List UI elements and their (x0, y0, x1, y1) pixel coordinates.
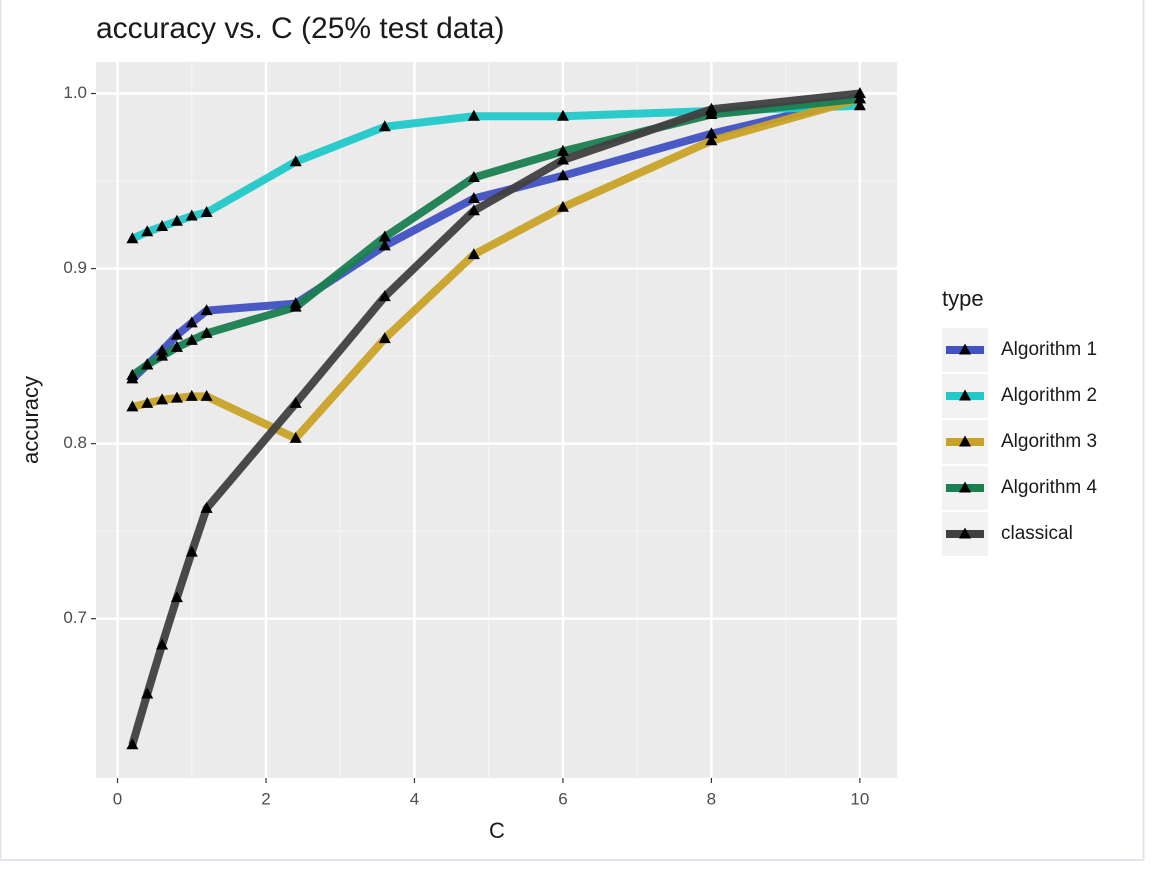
point-marker (141, 225, 154, 237)
point-marker (126, 368, 139, 380)
point-marker (170, 591, 183, 603)
point-marker (156, 349, 169, 361)
point-marker (467, 192, 480, 204)
point-marker (200, 326, 213, 338)
point-marker (141, 687, 154, 699)
point-marker (705, 134, 718, 146)
x-tick-label: 8 (707, 789, 716, 808)
point-marker (185, 545, 198, 557)
x-tick-label: 6 (558, 789, 567, 808)
point-marker (200, 304, 213, 316)
point-marker (556, 144, 569, 156)
point-marker (126, 400, 139, 412)
point-marker (170, 214, 183, 226)
point-marker (156, 393, 169, 405)
y-tick-label: 0.8 (63, 433, 87, 452)
legend-key-marker (959, 481, 971, 493)
x-axis-label: C (489, 818, 505, 843)
point-marker (467, 204, 480, 216)
y-tick-label: 0.7 (63, 608, 87, 627)
point-marker (200, 501, 213, 513)
frame (0, 0, 1145, 861)
point-marker (467, 109, 480, 121)
point-marker (156, 638, 169, 650)
point-marker (378, 290, 391, 302)
point-marker (467, 171, 480, 183)
legend-title: type (942, 286, 984, 311)
point-marker (170, 340, 183, 352)
point-marker (853, 99, 866, 111)
x-tick-label: 0 (113, 789, 122, 808)
point-marker (185, 389, 198, 401)
point-marker (556, 200, 569, 212)
legend-key-marker (959, 527, 971, 539)
point-marker (141, 358, 154, 370)
point-marker (853, 87, 866, 99)
point-marker (185, 316, 198, 328)
point-marker (185, 333, 198, 345)
point-marker (156, 220, 169, 232)
point-marker (200, 206, 213, 218)
point-marker (289, 300, 302, 312)
point-marker (378, 332, 391, 344)
series-line (128, 89, 861, 746)
legend-key-marker (959, 343, 971, 355)
point-marker (705, 102, 718, 114)
legend-label: Algorithm 4 (1001, 477, 1098, 498)
point-marker (378, 239, 391, 251)
point-marker (378, 230, 391, 242)
chart-title: accuracy vs. C (25% test data) (96, 12, 505, 45)
point-marker (200, 389, 213, 401)
legend-label: Algorithm 1 (1001, 339, 1097, 360)
point-marker (556, 169, 569, 181)
x-tick-label: 4 (410, 789, 419, 808)
point-marker (289, 155, 302, 167)
lines (126, 87, 866, 750)
y-axis-label: accuracy (18, 376, 43, 464)
legend-key-marker (959, 435, 971, 447)
x-tick-label: 2 (261, 789, 270, 808)
point-marker (289, 431, 302, 443)
point-marker (467, 248, 480, 260)
point-marker (185, 209, 198, 221)
point-marker (126, 738, 139, 750)
point-marker (289, 396, 302, 408)
point-marker (126, 232, 139, 244)
legend-label: classical (1001, 523, 1073, 544)
point-marker (141, 396, 154, 408)
point-marker (705, 127, 718, 139)
legend-label: Algorithm 3 (1001, 431, 1097, 452)
y-tick-label: 1.0 (63, 83, 87, 102)
legend-label: Algorithm 2 (1001, 385, 1097, 406)
x-tick-label: 10 (850, 789, 869, 808)
point-marker (170, 391, 183, 403)
legend: Algorithm 1 Algorithm 2 Algorithm 3 Algorit… (942, 328, 1098, 556)
y-tick-label: 0.9 (63, 258, 87, 277)
legend-key-marker (959, 389, 971, 401)
point-marker (556, 153, 569, 165)
point-marker (170, 328, 183, 340)
point-marker (378, 120, 391, 132)
point-marker (556, 109, 569, 121)
